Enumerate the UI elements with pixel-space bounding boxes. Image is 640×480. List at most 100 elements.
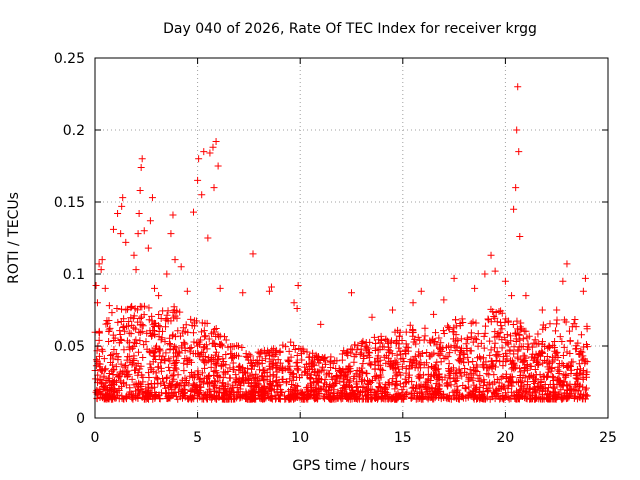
data-point: [196, 393, 204, 401]
data-point: [460, 359, 468, 367]
data-point: [252, 370, 260, 378]
data-point: [268, 392, 276, 400]
data-point: [142, 393, 150, 401]
data-point: [373, 354, 381, 362]
data-point: [95, 352, 103, 360]
data-point-peak: [553, 306, 561, 314]
data-point: [569, 358, 577, 366]
data-point: [173, 380, 181, 388]
data-point: [368, 385, 376, 393]
data-point: [230, 392, 238, 400]
y-tick-label: 0.2: [63, 123, 85, 139]
data-point: [98, 345, 106, 353]
data-point: [546, 381, 554, 389]
data-point: [187, 387, 195, 395]
data-point: [291, 345, 299, 353]
data-point: [314, 388, 322, 396]
data-point: [355, 366, 363, 374]
data-point: [579, 395, 587, 403]
data-point: [517, 392, 525, 400]
data-point: [124, 353, 132, 361]
data-point: [351, 390, 359, 398]
data-point: [136, 302, 144, 310]
data-point: [432, 372, 440, 380]
data-point: [403, 343, 411, 351]
data-point: [116, 368, 124, 376]
data-point: [263, 373, 271, 381]
data-point: [222, 350, 230, 358]
data-point: [583, 325, 591, 333]
data-point: [486, 337, 494, 345]
data-point: [499, 362, 507, 370]
data-point: [465, 375, 473, 383]
x-tick-label: 20: [496, 430, 514, 446]
data-point-peak: [148, 194, 156, 202]
data-point: [459, 381, 467, 389]
data-point: [293, 352, 301, 360]
data-point: [109, 355, 117, 363]
data-point-peak: [119, 194, 127, 202]
data-point-peak: [216, 284, 224, 292]
data-point: [168, 332, 176, 340]
data-point: [222, 336, 230, 344]
data-point: [100, 355, 108, 363]
data-point: [285, 366, 293, 374]
data-point: [410, 356, 418, 364]
data-point: [108, 351, 116, 359]
data-point: [395, 340, 403, 348]
data-point: [136, 380, 144, 388]
data-point: [536, 371, 544, 379]
data-point: [202, 341, 210, 349]
data-point: [507, 388, 515, 396]
data-point: [304, 369, 312, 377]
data-point: [325, 394, 333, 402]
data-point: [417, 395, 425, 403]
data-point: [418, 349, 426, 357]
data-point: [151, 393, 159, 401]
data-point-peak: [417, 287, 425, 295]
data-point: [276, 381, 284, 389]
data-point: [447, 381, 455, 389]
data-point-peak: [118, 202, 126, 210]
data-point: [173, 307, 181, 315]
data-point: [151, 331, 159, 339]
data-point: [211, 351, 219, 359]
data-point: [373, 395, 381, 403]
data-point: [291, 394, 299, 402]
data-point: [294, 366, 302, 374]
data-point: [451, 393, 459, 401]
data-point: [127, 304, 135, 312]
data-point: [386, 347, 394, 355]
data-point: [276, 348, 284, 356]
data-point: [194, 367, 202, 375]
data-point: [248, 365, 256, 373]
data-point: [198, 319, 206, 327]
data-point: [350, 358, 358, 366]
data-point: [440, 329, 448, 337]
data-point: [310, 354, 318, 362]
data-point: [398, 363, 406, 371]
data-point: [260, 376, 268, 384]
data-point: [174, 327, 182, 335]
data-point: [170, 353, 178, 361]
data-point: [540, 373, 548, 381]
data-point: [375, 383, 383, 391]
data-point: [557, 377, 565, 385]
data-point: [147, 364, 155, 372]
data-point: [256, 348, 264, 356]
data-point: [340, 384, 348, 392]
data-point: [300, 347, 308, 355]
data-point: [198, 328, 206, 336]
data-point: [464, 336, 472, 344]
x-axis-label: GPS time / hours: [292, 458, 409, 474]
data-point: [139, 353, 147, 361]
data-point: [307, 371, 315, 379]
data-point: [350, 375, 358, 383]
data-point-peak: [510, 205, 518, 213]
data-point: [132, 366, 140, 374]
data-point: [282, 343, 290, 351]
data-point: [350, 389, 358, 397]
data-point: [487, 318, 495, 326]
data-point: [379, 366, 387, 374]
